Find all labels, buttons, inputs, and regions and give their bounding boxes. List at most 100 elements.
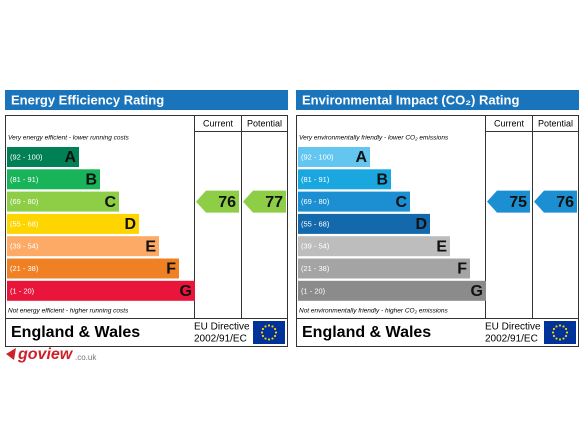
band-range: (92 - 100) [301,152,334,161]
logo-suffix: .co.uk [75,353,97,362]
eu-star [261,334,265,338]
band-range: (1 - 20) [10,286,35,295]
col-header: Current [494,118,525,128]
top-note: Very energy efficient - lower running co… [8,135,130,142]
rating-panel: Energy Efficiency Rating Current Potential… [5,90,288,347]
rating-value: 76 [218,194,236,211]
eu-star [267,324,271,327]
band [7,169,100,190]
top-note: Very environmentally friendly - lower CO… [299,135,449,142]
eu-star [564,334,568,338]
panel-box [5,115,288,347]
band-range: (21 - 38) [301,264,330,273]
band-letter: G [471,283,483,300]
band-range: (69 - 80) [301,197,330,206]
directive: 2002/91/EC [194,334,247,345]
band-range: (39 - 54) [301,242,330,251]
eu-star [558,338,562,341]
logo-brand: goview [17,346,74,363]
band-letter: C [395,194,407,211]
band [298,280,486,301]
eu-star [562,325,565,328]
panel-title: Energy Efficiency Rating [11,92,164,107]
panel-box [296,115,579,347]
eu-star [267,338,271,341]
eu-star [271,337,274,340]
eu-star [562,337,565,340]
eu-star [551,331,555,334]
band-range: (69 - 80) [10,197,39,206]
band [7,191,119,212]
eu-star [558,324,562,327]
band-letter: E [436,238,447,255]
panel-title: Environmental Impact (CO₂) Rating [302,92,519,107]
band-range: (21 - 38) [10,264,39,273]
bottom-note: Not energy efficient - higher running co… [8,308,129,315]
band [7,280,195,301]
band-letter: G [180,283,192,300]
eu-star [565,331,569,334]
band [7,213,139,234]
logo: goview .co.uk [6,346,97,363]
band-letter: F [457,261,467,278]
band-letter: D [415,216,427,233]
eu-star [271,325,274,328]
eu-star [260,331,264,334]
band [298,169,391,190]
rating-value: 76 [556,194,574,211]
region: England & Wales [302,324,431,341]
eu-star [273,334,277,338]
band [7,236,159,257]
rating-arrow [196,190,239,213]
region: England & Wales [11,324,140,341]
eu-star [261,327,265,331]
eu-star [264,325,267,328]
logo-icon [6,348,16,360]
band [298,213,430,234]
band [298,147,370,167]
band-letter: F [166,261,176,278]
band-range: (55 - 68) [301,219,330,228]
band [7,147,79,167]
rating-arrow [487,190,530,213]
title-bar [5,90,288,110]
band-range: (92 - 100) [10,152,43,161]
band-range: (55 - 68) [10,219,39,228]
eu-star [552,334,556,338]
eu-star [274,331,278,334]
col-header: Current [203,118,234,128]
band-letter: E [145,238,156,255]
eu-star [555,325,558,328]
rating-value: 75 [509,194,527,211]
col-header: Potential [247,118,282,128]
band-letter: B [85,172,97,189]
eu-star [273,327,277,331]
eu-star [555,337,558,340]
rating-panel: Environmental Impact (CO₂) Rating Current… [296,90,579,347]
title-bar [296,90,579,110]
band [7,258,179,279]
band-letter: B [376,172,388,189]
rating-value: 77 [265,194,283,211]
directive: EU Directive [485,322,541,333]
eu-flag [253,321,285,344]
bottom-note: Not environmentally friendly - higher CO… [299,308,449,315]
rating-arrow [243,190,286,213]
band [298,258,470,279]
band-range: (81 - 91) [301,175,330,184]
band-range: (39 - 54) [10,242,39,251]
rating-arrow [534,190,577,213]
band-range: (1 - 20) [301,286,326,295]
directive: 2002/91/EC [485,334,538,345]
band [298,191,410,212]
col-header: Potential [538,118,573,128]
band-range: (81 - 91) [10,175,39,184]
band [298,236,450,257]
eu-flag [544,321,576,344]
band-letter: A [64,149,76,166]
band-letter: D [124,216,136,233]
band-letter: A [355,149,367,166]
eu-star [564,327,568,331]
eu-star [264,337,267,340]
